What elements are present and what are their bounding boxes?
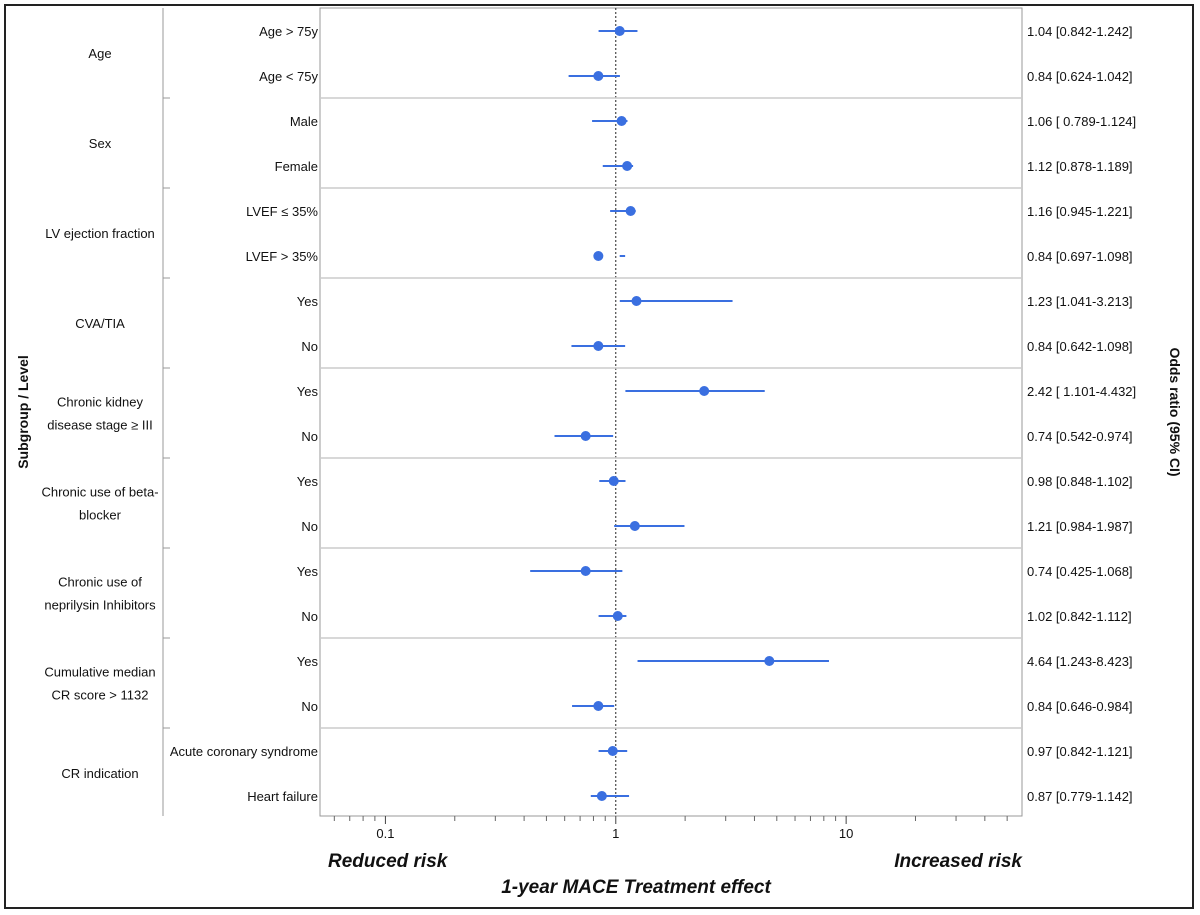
- odds-ratio-label: 0.98 [0.848-1.102]: [1027, 474, 1133, 489]
- level-label: Acute coronary syndrome: [170, 744, 318, 759]
- x-axis-title: 1-year MACE Treatment effect: [501, 877, 771, 898]
- odds-ratio-label: 0.84 [0.624-1.042]: [1027, 69, 1133, 84]
- estimate-point: [580, 431, 591, 441]
- level-label: LVEF > 35%: [246, 249, 319, 264]
- level-label: Age > 75y: [259, 24, 318, 39]
- estimate-point: [593, 341, 604, 351]
- group-label: neprilysin Inhibitors: [44, 598, 156, 613]
- odds-ratio-label: 0.84 [0.646-0.984]: [1027, 699, 1133, 714]
- group-label: CVA/TIA: [75, 316, 125, 331]
- odds-ratio-label: 0.74 [0.542-0.974]: [1027, 429, 1133, 444]
- y-axis-title: Subgroup / Level: [15, 355, 31, 469]
- odds-ratio-label: 0.87 [0.779-1.142]: [1027, 789, 1133, 804]
- estimate-point: [614, 26, 625, 36]
- right-axis-title: Odds ratio (95% CI): [1167, 347, 1183, 476]
- group-label: Cumulative median: [44, 665, 155, 680]
- odds-ratio-label: 1.04 [0.842-1.242]: [1027, 24, 1133, 39]
- estimate-point: [580, 566, 591, 576]
- group-label: Chronic use of: [58, 575, 142, 590]
- group-label: Chronic use of beta-: [41, 485, 158, 500]
- level-label: Yes: [297, 654, 319, 669]
- level-label: Male: [290, 114, 318, 129]
- plot-area: [319, 7, 1023, 817]
- odds-ratio-label: 1.02 [0.842-1.112]: [1027, 609, 1132, 624]
- estimate-point: [625, 206, 636, 216]
- level-label: Yes: [297, 294, 319, 309]
- estimate-point: [596, 791, 607, 801]
- group-label: CR indication: [61, 766, 138, 781]
- estimate-point: [593, 251, 604, 261]
- group-label: Age: [88, 46, 111, 61]
- estimate-point: [593, 71, 604, 81]
- estimate-point: [616, 116, 627, 126]
- estimate-point: [699, 386, 710, 396]
- group-label: Sex: [89, 136, 112, 151]
- estimate-point: [612, 611, 623, 621]
- odds-ratio-label: 0.97 [0.842-1.121]: [1027, 744, 1133, 759]
- odds-ratio-label: 2.42 [ 1.101-4.432]: [1027, 384, 1136, 399]
- odds-ratio-label: 1.12 [0.878-1.189]: [1027, 159, 1133, 174]
- odds-ratio-label: 4.64 [1.243-8.423]: [1027, 654, 1133, 669]
- odds-ratio-label: 0.74 [0.425-1.068]: [1027, 564, 1133, 579]
- x-tick-label: 10: [839, 826, 853, 841]
- forest-rows: Age Age > 75y 1.04 [0.842-1.242] Age < 75y 0…: [41, 24, 1136, 804]
- estimate-point: [764, 656, 775, 666]
- estimate-point: [622, 161, 633, 171]
- level-label: No: [301, 699, 318, 714]
- group-label: blocker: [79, 508, 122, 523]
- increased-risk-label: Increased risk: [894, 851, 1023, 872]
- level-label: Female: [275, 159, 318, 174]
- odds-ratio-label: 1.16 [0.945-1.221]: [1027, 204, 1133, 219]
- reduced-risk-label: Reduced risk: [328, 851, 449, 872]
- estimate-point: [629, 521, 640, 531]
- group-label: CR score > 1132: [52, 688, 149, 703]
- group-separators: [163, 97, 1022, 729]
- estimate-point: [607, 746, 618, 756]
- x-tick-label: 1: [612, 826, 619, 841]
- odds-ratio-label: 1.23 [1.041-3.213]: [1027, 294, 1133, 309]
- group-label: disease stage ≥ III: [47, 418, 152, 433]
- level-label: Yes: [297, 474, 319, 489]
- level-label: No: [301, 609, 318, 624]
- level-label: No: [301, 339, 318, 354]
- level-label: No: [301, 519, 318, 534]
- odds-ratio-label: 0.84 [0.642-1.098]: [1027, 339, 1133, 354]
- level-label: Yes: [297, 564, 319, 579]
- estimate-point: [631, 296, 642, 306]
- estimate-point: [593, 701, 604, 711]
- level-label: Heart failure: [247, 789, 318, 804]
- level-label: Yes: [297, 384, 319, 399]
- x-axis-ticks: 0.1 1 10: [333, 816, 1008, 841]
- odds-ratio-label: 0.84 [0.697-1.098]: [1027, 249, 1133, 264]
- group-label: Chronic kidney: [57, 395, 143, 410]
- odds-ratio-label: 1.21 [0.984-1.987]: [1027, 519, 1133, 534]
- level-label: LVEF ≤ 35%: [246, 204, 318, 219]
- figure-frame: [4, 4, 1194, 909]
- level-label: Age < 75y: [259, 69, 318, 84]
- odds-ratio-label: 1.06 [ 0.789-1.124]: [1027, 114, 1136, 129]
- x-tick-label: 0.1: [376, 826, 394, 841]
- group-label: LV ejection fraction: [45, 226, 155, 241]
- level-label: No: [301, 429, 318, 444]
- estimate-point: [608, 476, 619, 486]
